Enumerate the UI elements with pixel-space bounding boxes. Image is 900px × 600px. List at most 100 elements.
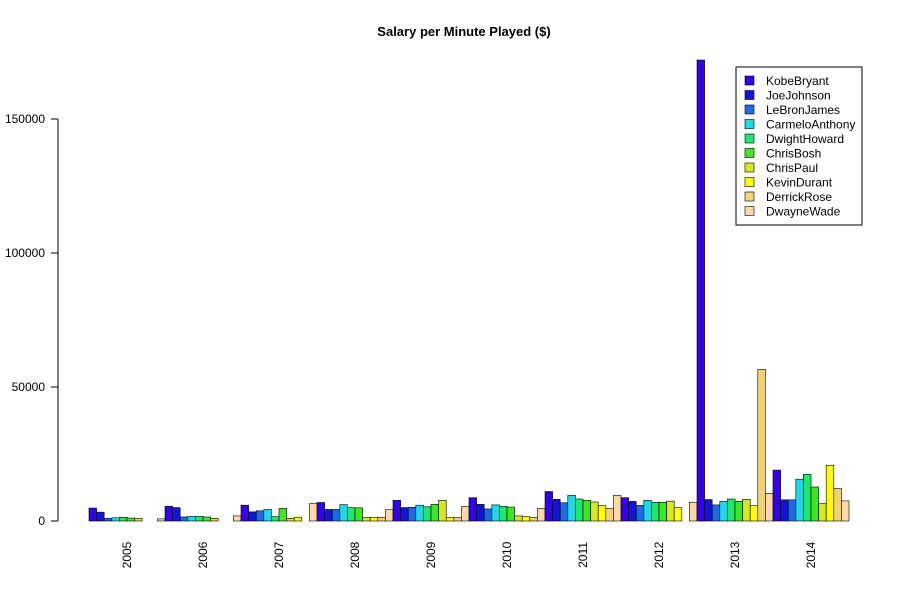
bar-LeBronJames-2012 [635, 505, 645, 522]
bar-LeBronJames-2009 [407, 507, 417, 522]
legend: KobeBryantJoeJohnsonLeBronJamesCarmeloAn… [735, 66, 863, 226]
bar-ChrisPaul-2014 [818, 503, 827, 522]
bar-KobeBryant-2013 [696, 59, 705, 522]
bar-JoeJohnson-2013 [704, 499, 713, 522]
bar-DwightHoward-2009 [423, 506, 432, 522]
legend-label: LeBronJames [766, 103, 840, 117]
bar-DwayneWade-2011 [613, 494, 622, 522]
bar-KevinDurant-2012 [673, 507, 683, 522]
bar-DwightHoward-2010 [499, 505, 508, 522]
bar-DwayneWade-2008 [385, 509, 394, 522]
bar-DwightHoward-2011 [575, 498, 584, 522]
bar-LeBronJames-2007 [255, 510, 265, 522]
bar-CarmeloAnthony-2013 [719, 501, 728, 522]
bar-DwayneWade-2006 [233, 515, 242, 522]
bar-KobeBryant-2010 [468, 497, 477, 522]
bar-DwightHoward-2013 [727, 498, 736, 522]
bar-LeBronJames-2013 [711, 504, 721, 522]
bar-JoeJohnson-2012 [628, 501, 637, 522]
bar-ChrisBosh-2005 [126, 517, 135, 522]
bar-DerrickRose-2008 [377, 516, 386, 522]
legend-swatch [744, 148, 755, 158]
bar-DwayneWade-2007 [309, 503, 318, 522]
x-tick-label: 2009 [424, 541, 438, 568]
bar-KobeBryant-2007 [240, 504, 249, 522]
legend-swatch [744, 90, 755, 100]
bar-DwayneWade-2009 [461, 506, 470, 522]
bar-KobeBryant-2008 [316, 502, 325, 522]
y-tick-label: 0 [38, 514, 45, 528]
bar-DwightHoward-2014 [803, 474, 812, 522]
x-tick-label: 2014 [804, 541, 818, 568]
bar-DwayneWade-2012 [689, 501, 698, 522]
bar-LeBronJames-2006 [179, 516, 189, 522]
x-tick-label: 2011 [576, 542, 590, 568]
bar-JoeJohnson-2011 [552, 498, 561, 522]
bar-KevinDurant-2008 [369, 516, 379, 522]
x-tick-label: 2008 [348, 541, 362, 568]
bar-ChrisPaul-2008 [362, 517, 371, 522]
bar-DwayneWade-2014 [841, 500, 850, 522]
bar-KobeBryant-2005 [88, 507, 97, 522]
legend-label: KobeBryant [766, 74, 829, 88]
bar-KobeBryant-2011 [544, 491, 553, 522]
legend-swatch [744, 206, 755, 216]
bar-ChrisPaul-2009 [438, 500, 447, 522]
legend-label: CarmeloAnthony [766, 118, 855, 132]
bar-DwightHoward-2012 [651, 501, 660, 522]
bar-LeBronJames-2011 [559, 502, 569, 522]
bar-KobeBryant-2014 [772, 469, 781, 522]
legend-swatch [744, 177, 755, 187]
bar-KevinDurant-2011 [597, 505, 607, 522]
bar-KevinDurant-2014 [825, 464, 835, 522]
bar-JoeJohnson-2006 [172, 507, 181, 522]
bar-ChrisBosh-2007 [278, 508, 287, 522]
x-tick-label: 2006 [196, 541, 210, 568]
bar-KobeBryant-2009 [392, 500, 401, 522]
bar-LeBronJames-2014 [787, 499, 797, 522]
bar-DwightHoward-2005 [119, 516, 128, 522]
x-tick-label: 2010 [500, 541, 514, 568]
bar-ChrisBosh-2009 [430, 504, 439, 522]
bar-CarmeloAnthony-2009 [415, 504, 424, 522]
bar-DerrickRose-2014 [833, 488, 842, 522]
legend-swatch [744, 104, 755, 115]
legend-label: DerrickRose [766, 190, 832, 204]
x-tick-label: 2005 [120, 541, 134, 568]
bar-ChrisBosh-2011 [582, 500, 591, 522]
bar-DwayneWade-2013 [765, 493, 774, 522]
bar-JoeJohnson-2008 [324, 509, 333, 522]
bar-KobeBryant-2006 [164, 505, 173, 522]
bar-KevinDurant-2010 [521, 516, 531, 522]
bar-DwightHoward-2008 [347, 507, 356, 522]
bar-ChrisPaul-2006 [210, 518, 219, 522]
x-tick-label: 2007 [272, 541, 286, 568]
bar-KevinDurant-2009 [445, 517, 455, 522]
bar-DerrickRose-2013 [757, 368, 766, 522]
bar-CarmeloAnthony-2012 [643, 500, 652, 522]
bar-CarmeloAnthony-2014 [795, 478, 804, 522]
bar-DwayneWade-2010 [537, 508, 546, 522]
bar-ChrisPaul-2007 [286, 518, 295, 522]
bar-ChrisBosh-2013 [734, 500, 743, 522]
y-axis: 0 50000 100000 150000 [5, 112, 58, 528]
bar-ChrisBosh-2012 [658, 501, 667, 522]
legend-label: ChrisBosh [766, 147, 821, 161]
bar-ChrisPaul-2005 [134, 518, 143, 522]
bar-CarmeloAnthony-2006 [187, 516, 196, 522]
bar-JoeJohnson-2007 [248, 511, 257, 522]
bar-JoeJohnson-2014 [780, 499, 789, 522]
bars-group [88, 59, 850, 522]
bar-KevinDurant-2013 [749, 505, 759, 522]
x-tick-label: 2012 [652, 541, 666, 568]
y-tick-label: 100000 [5, 246, 45, 260]
bar-ChrisPaul-2011 [590, 501, 599, 522]
legend-swatch [744, 133, 755, 144]
y-tick-label: 50000 [12, 380, 46, 394]
y-tick-label: 150000 [5, 112, 45, 126]
bar-KevinDurant-2007 [293, 516, 303, 522]
bar-DerrickRose-2010 [529, 516, 538, 522]
bar-DwightHoward-2006 [195, 516, 204, 522]
x-tick-label: 2013 [728, 541, 742, 568]
